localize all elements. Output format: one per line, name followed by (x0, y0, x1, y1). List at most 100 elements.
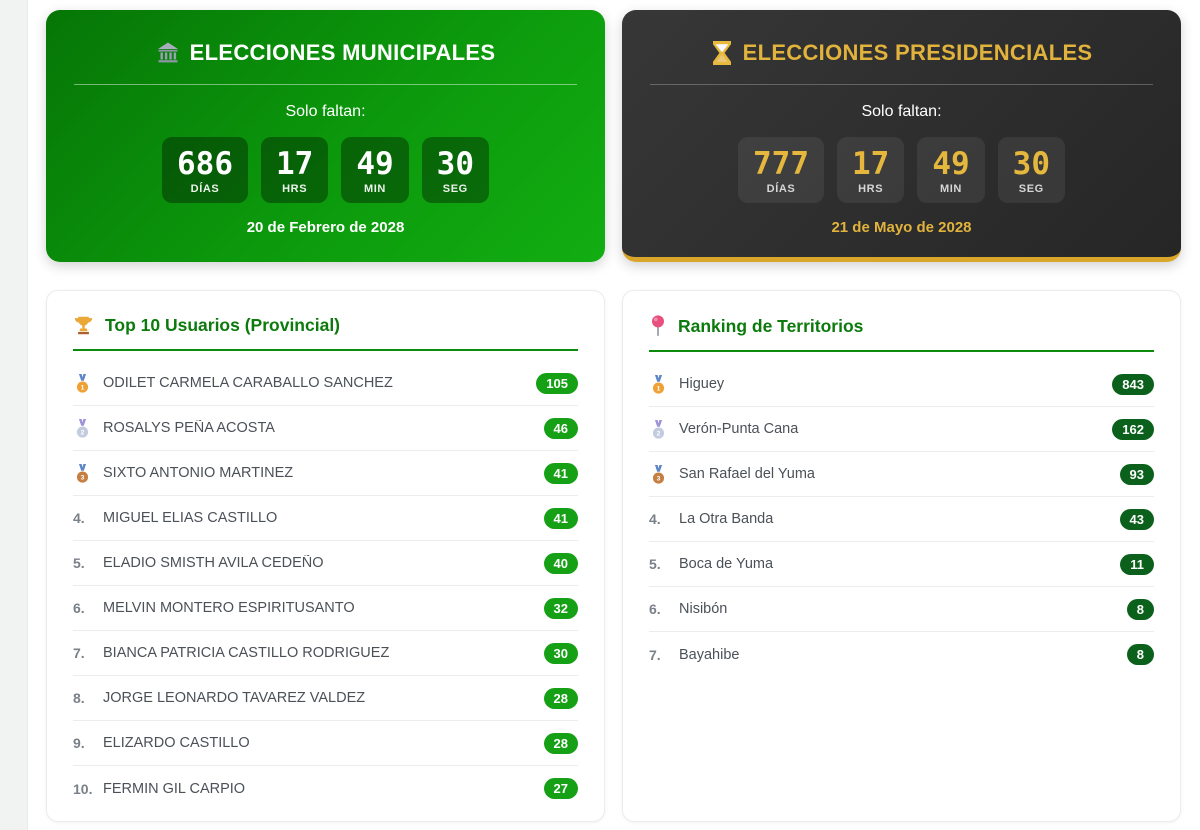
countdown-hours-value: 17 (852, 146, 890, 182)
ranking-row: 8. JORGE LEONARDO TAVAREZ VALDEZ 28 (73, 676, 578, 721)
rank-number: 6. (73, 600, 101, 616)
countdown-hours-box: 17 HRS (261, 137, 329, 204)
rank-number-text: 8. (73, 690, 85, 706)
top-users-title: Top 10 Usuarios (Provincial) (105, 315, 341, 335)
presidential-countdown-label: Solo faltan: (861, 103, 942, 120)
ranking-row: 4. MIGUEL ELIAS CASTILLO 41 (73, 496, 578, 541)
ranking-row: 1 Higuey 843 (649, 362, 1154, 407)
ranking-item-name: BIANCA PATRICIA CASTILLO RODRIGUEZ (103, 645, 390, 661)
rank-number-text: 6. (649, 601, 661, 617)
territories-header: Ranking de Territorios (649, 315, 1154, 352)
ranking-row: 3 San Rafael del Yuma 93 (649, 452, 1154, 497)
divider (650, 84, 1153, 85)
medal-gold-icon: 1 (73, 373, 101, 394)
countdown-days-box: 686 DÍAS (162, 137, 248, 204)
score-badge: 46 (543, 417, 578, 439)
ranking-row: 6. MELVIN MONTERO ESPIRITUSANTO 32 (73, 586, 578, 631)
ranking-item-name: ELADIO SMISTH AVILA CEDEÑO (103, 555, 324, 571)
presidential-election-date: 21 de Mayo de 2028 (831, 219, 972, 237)
medal-gold-icon: 1 (649, 374, 677, 395)
countdown-days-label: DÍAS (766, 183, 796, 196)
dashboard: ELECCIONES MUNICIPALES Solo faltan: 686 … (46, 10, 1181, 822)
ranking-row: 6. Nisibón 8 (649, 587, 1154, 632)
rank-number-text: 7. (649, 646, 661, 663)
countdown-hours-label: HRS (858, 183, 884, 196)
ranking-item-name: Bayahibe (679, 646, 740, 663)
ranking-row: 7. BIANCA PATRICIA CASTILLO RODRIGUEZ 30 (73, 631, 578, 676)
ranking-item-name: SIXTO ANTONIO MARTINEZ (103, 465, 294, 481)
rank-number-text: 10. (73, 780, 93, 797)
ranking-item-name: Higuey (679, 376, 725, 392)
score-badge: 843 (1112, 373, 1154, 395)
ranking-row: 7. Bayahibe 8 (649, 632, 1154, 677)
municipal-election-date: 20 de Febrero de 2028 (246, 219, 405, 237)
countdown-days-value: 686 (177, 146, 233, 182)
ranking-item-name: San Rafael del Yuma (679, 466, 815, 482)
rank-number-text: 4. (73, 510, 85, 526)
countdown-row: ELECCIONES MUNICIPALES Solo faltan: 686 … (46, 10, 1181, 262)
countdown-seconds-value: 30 (436, 146, 474, 182)
countdown-seconds-value: 30 (1012, 146, 1050, 182)
medal-silver-icon: 2 (649, 419, 677, 440)
ranking-row: 2 ROSALYS PEÑA ACOSTA 46 (73, 406, 578, 451)
rank-number: 4. (73, 510, 101, 526)
rank-number-text: 7. (73, 645, 85, 661)
ranking-item-name: Nisibón (679, 601, 728, 617)
rank-number: 6. (649, 601, 677, 617)
rank-number: 4. (649, 511, 677, 527)
ranking-item-name: Boca de Yuma (679, 556, 774, 572)
ranking-row: 5. ELADIO SMISTH AVILA CEDEÑO 40 (73, 541, 578, 586)
score-badge: 40 (543, 552, 578, 574)
score-badge: 41 (543, 507, 578, 529)
countdown-seconds-box: 30 SEG (997, 137, 1065, 204)
svg-text:2: 2 (81, 429, 85, 436)
pin-icon (649, 315, 667, 337)
medal-bronze-icon: 3 (649, 464, 677, 485)
score-badge: 8 (1126, 644, 1154, 665)
ranking-item-name: ELIZARDO CASTILLO (103, 735, 250, 751)
rank-number-text: 9. (73, 735, 85, 751)
top-users-list: 1 ODILET CARMELA CARABALLO SANCHEZ 105 2 ROS… (73, 361, 578, 811)
ranking-row: 9. ELIZARDO CASTILLO 28 (73, 721, 578, 766)
ranking-row: Top 10 Usuarios (Provincial) 1 ODILET CAR… (46, 290, 1181, 822)
score-badge: 43 (1119, 508, 1154, 530)
bank-icon (156, 41, 180, 65)
countdown-minutes-value: 49 (932, 146, 970, 182)
svg-text:1: 1 (81, 384, 85, 391)
score-badge: 93 (1119, 463, 1154, 485)
ranking-row: 2 Verón-Punta Cana 162 (649, 407, 1154, 452)
countdown-hours-box: 17 HRS (837, 137, 905, 204)
rank-number: 5. (649, 556, 677, 572)
presidential-countdown-units: 777 DÍAS 17 HRS 49 MIN 30 SEG (738, 137, 1065, 204)
countdown-seconds-label: SEG (442, 183, 468, 196)
score-badge: 30 (543, 642, 578, 664)
score-badge: 105 (536, 372, 578, 394)
municipal-card-title-row: ELECCIONES MUNICIPALES (156, 40, 496, 66)
rank-number: 8. (73, 690, 101, 706)
medal-silver-icon: 2 (73, 418, 101, 439)
ranking-row: 4. La Otra Banda 43 (649, 497, 1154, 542)
countdown-minutes-value: 49 (356, 146, 394, 182)
municipal-countdown-card: ELECCIONES MUNICIPALES Solo faltan: 686 … (46, 10, 605, 262)
countdown-days-value: 777 (753, 146, 809, 182)
territories-title: Ranking de Territorios (678, 315, 864, 336)
territories-list: 1 Higuey 843 2 Verón-Punta Cana 162 3 San Rafae… (649, 362, 1154, 677)
ranking-item-name: Verón-Punta Cana (679, 421, 799, 437)
presidential-card-title-row: ELECCIONES PRESIDENCIALES (711, 40, 1093, 66)
countdown-seconds-box: 30 SEG (421, 137, 489, 204)
ranking-item-name: La Otra Banda (679, 511, 774, 527)
rank-number: 7. (73, 645, 101, 661)
countdown-days-box: 777 DÍAS (738, 137, 824, 204)
rank-number-text: 4. (649, 511, 661, 527)
score-badge: 11 (1120, 553, 1154, 575)
page-left-gutter (0, 0, 28, 830)
rank-number-text: 6. (73, 600, 85, 616)
ranking-item-name: MELVIN MONTERO ESPIRITUSANTO (103, 600, 355, 616)
countdown-minutes-label: MIN (940, 183, 962, 196)
ranking-row: 10. FERMIN GIL CARPIO 27 (73, 766, 578, 811)
presidential-card-title: ELECCIONES PRESIDENCIALES (742, 40, 1093, 65)
svg-text:3: 3 (657, 475, 661, 482)
countdown-hours-label: HRS (282, 183, 308, 196)
rank-number-text: 5. (73, 555, 85, 571)
ranking-item-name: ODILET CARMELA CARABALLO SANCHEZ (103, 375, 393, 391)
